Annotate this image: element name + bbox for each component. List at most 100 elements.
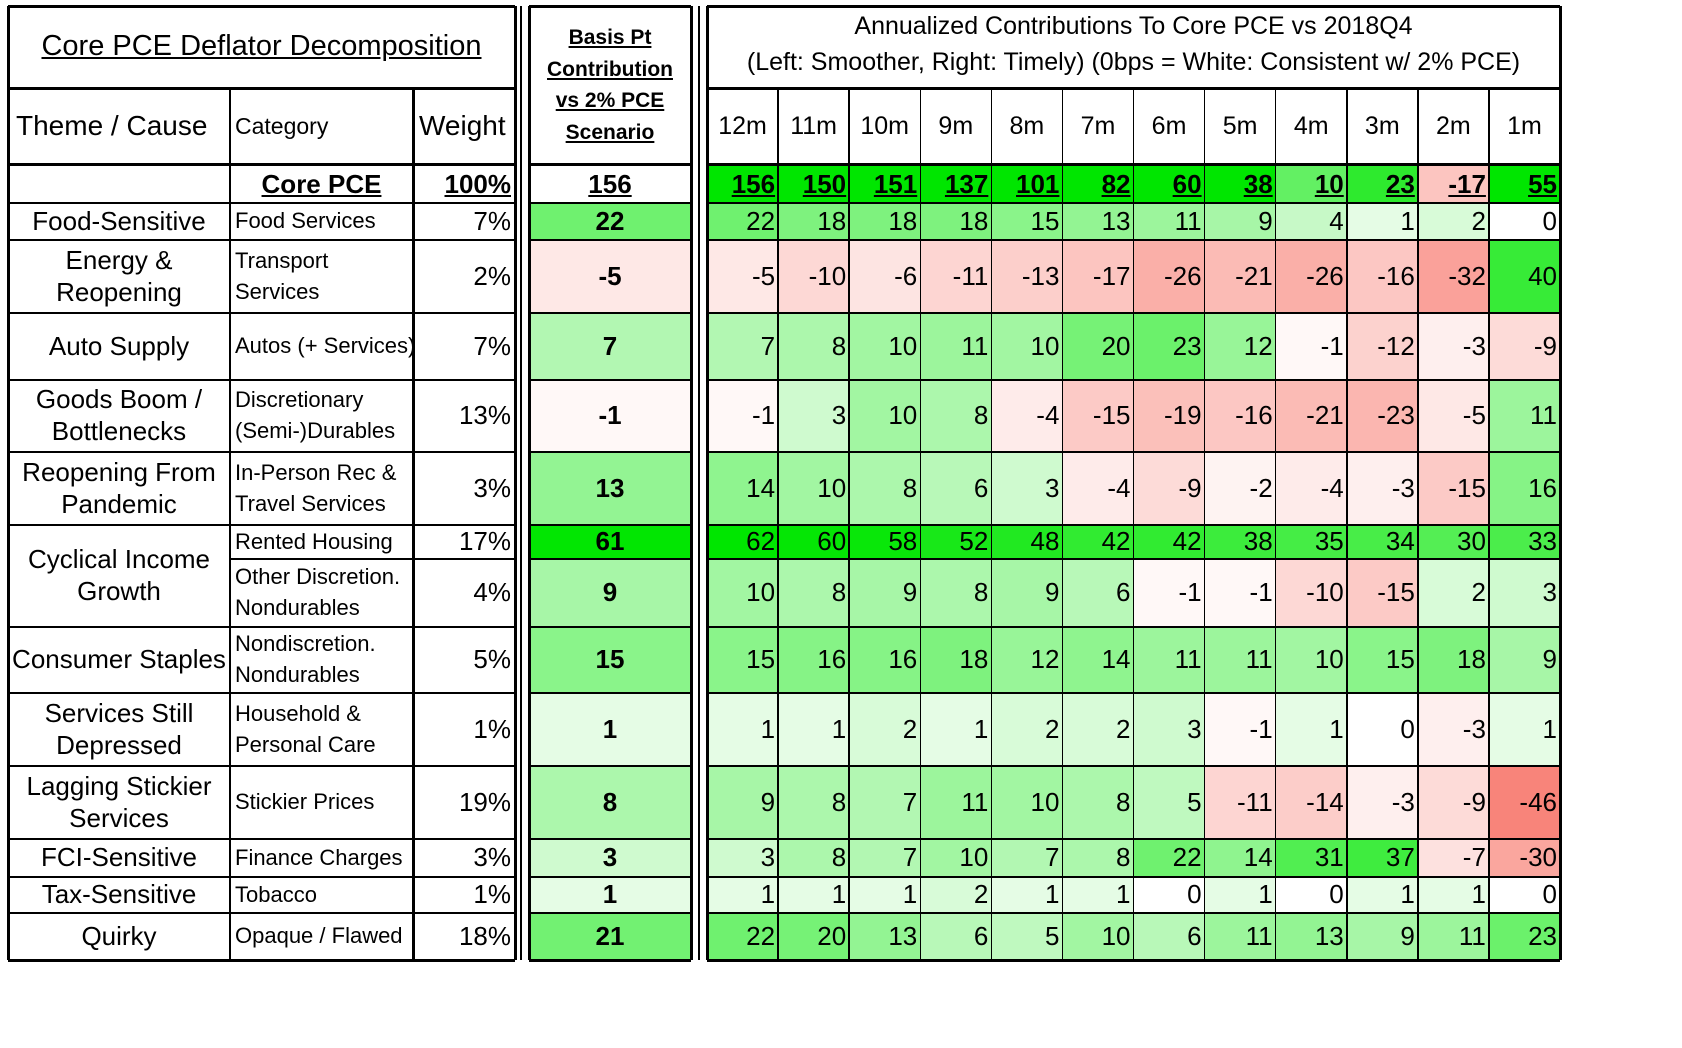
heatmap-cell: 9 (707, 766, 779, 839)
contribution-value: 9 (529, 559, 691, 627)
heatmap-cell-line: 11 (1529, 400, 1557, 431)
heatmap-column-header-1m: 1m (1489, 88, 1560, 164)
heatmap-cell: 0 (1346, 693, 1418, 766)
grid-line (527, 6, 531, 960)
total-heatmap-cell: 82 (1062, 166, 1134, 203)
heatmap-subtitle: (Left: Smoother, Right: Timely) (0bps = … (707, 42, 1560, 82)
total-heatmap-cell-line: 156 (731, 168, 776, 199)
heatmap-cell-line: 1 (973, 713, 989, 744)
heatmap-cell-line: 3 (1187, 713, 1202, 744)
heatmap-cell-line: 22 (1172, 842, 1202, 873)
heatmap-cell: 42 (1133, 525, 1205, 559)
total-heatmap-cell: 150 (778, 166, 850, 203)
grid-line (529, 838, 691, 840)
total-heatmap-cell: 55 (1488, 166, 1560, 203)
heatmap-cell: 2 (1417, 203, 1489, 240)
heatmap-cell: -5 (1417, 380, 1489, 452)
grid-line (8, 765, 515, 767)
heatmap-cell: 11 (1133, 203, 1205, 240)
total-heatmap-cell-line: 82 (1101, 168, 1131, 199)
category-label-line: (Semi-)Durables (235, 418, 396, 443)
heatmap-cell: 5 (991, 913, 1063, 960)
table-title-line: Core PCE Deflator Decomposition (41, 30, 482, 63)
theme-label: Tax-Sensitive (8, 877, 230, 913)
heatmap-cell: 0 (1488, 203, 1560, 240)
total-heatmap-cell: 151 (849, 166, 921, 203)
grid-line (707, 765, 1560, 767)
weight-value: 7% (413, 313, 515, 380)
heatmap-cell-line: 38 (1243, 526, 1273, 557)
heatmap-cell: 60 (778, 525, 850, 559)
heatmap-cell-line: -9 (1178, 472, 1202, 503)
weight-value-line: 13% (458, 400, 511, 431)
heatmap-cell-line: 8 (831, 786, 847, 817)
heatmap-cell-line: 4 (1329, 205, 1344, 236)
weight-value: 4% (413, 559, 515, 627)
grid-line (513, 6, 517, 960)
theme-label-line: Services (69, 802, 169, 833)
total-heatmap-cell-line: 10 (1314, 168, 1344, 199)
heatmap-cell: -3 (1346, 766, 1418, 839)
total-heatmap-cell-line: 38 (1243, 168, 1273, 199)
heatmap-cell-line: 9 (1258, 205, 1273, 236)
grid-line (8, 524, 515, 526)
heatmap-cell: 4 (1275, 203, 1347, 240)
heatmap-cell-line: -4 (1320, 472, 1344, 503)
heatmap-cell-line: -21 (1235, 260, 1273, 291)
heatmap-cell-line: 16 (817, 644, 847, 675)
heatmap-cell-line: 15 (1385, 644, 1415, 675)
weight-value-line: 4% (473, 577, 511, 608)
theme-label-line: Quirky (81, 920, 157, 951)
category-label-line: Nondurables (235, 595, 360, 620)
heatmap-cell-line: 2 (1471, 577, 1486, 608)
heatmap-cell-line: -5 (751, 260, 776, 291)
grid-line (529, 876, 691, 878)
heatmap-cell: 3 (707, 839, 779, 877)
contribution-value: 8 (529, 766, 691, 839)
heatmap-cell-line: 7 (902, 842, 918, 873)
grid-line (529, 379, 691, 381)
heatmap-column-header-1m-line: 1m (1507, 111, 1542, 140)
category-label-line: Food Services (235, 208, 376, 234)
heatmap-cell-line: 8 (831, 577, 847, 608)
category-label: Stickier Prices (230, 766, 413, 839)
heatmap-cell-line: 6 (1187, 920, 1202, 951)
heatmap-cell-line: 2 (1116, 713, 1131, 744)
heatmap-cell-line: 12 (1030, 644, 1060, 675)
heatmap-cell-line: 10 (817, 472, 847, 503)
grid-line (990, 88, 993, 960)
theme-label: Cyclical Income Growth (8, 525, 230, 627)
weight-value: 2% (413, 240, 515, 313)
heatmap-cell-line: 8 (1116, 842, 1131, 873)
heatmap-cell-line: 1 (831, 879, 847, 910)
total-heatmap-cell-line: 55 (1528, 168, 1557, 199)
heatmap-cell-line: 16 (888, 644, 918, 675)
heatmap-cell: -46 (1488, 766, 1560, 839)
grid-line (229, 88, 231, 960)
heatmap-cell: 1 (1488, 693, 1560, 766)
grid-line (520, 6, 522, 960)
heatmap-cell: 14 (1204, 839, 1276, 877)
weight-value-line: 5% (473, 644, 511, 675)
heatmap-cell-line: -3 (1462, 330, 1486, 361)
heatmap-cell-line: 2 (902, 713, 918, 744)
heatmap-cell: 9 (849, 559, 921, 627)
heatmap-cell-line: -12 (1377, 330, 1415, 361)
heatmap-cell-line: -4 (1107, 472, 1131, 503)
heatmap-cell-line: 2 (973, 879, 989, 910)
heatmap-cell: -26 (1133, 240, 1205, 313)
theme-label-line: Cyclical Income (27, 544, 211, 575)
grid-line (6, 6, 10, 960)
heatmap-cell-line: -1 (1320, 330, 1344, 361)
heatmap-cell: 9 (991, 559, 1063, 627)
total-heatmap-cell-line: 151 (873, 168, 918, 199)
contribution-value-line: 15 (595, 644, 625, 675)
heatmap-cell: -5 (707, 240, 779, 313)
heatmap-cell: 58 (849, 525, 921, 559)
heatmap-cell-line: -6 (894, 260, 918, 291)
theme-label: Lagging Stickier Services (8, 766, 230, 839)
heatmap-cell-line: 37 (1385, 842, 1415, 873)
heatmap-cell-line: 5 (1187, 786, 1202, 817)
theme-label-line: Auto Supply (48, 330, 190, 361)
heatmap-cell: -15 (1346, 559, 1418, 627)
